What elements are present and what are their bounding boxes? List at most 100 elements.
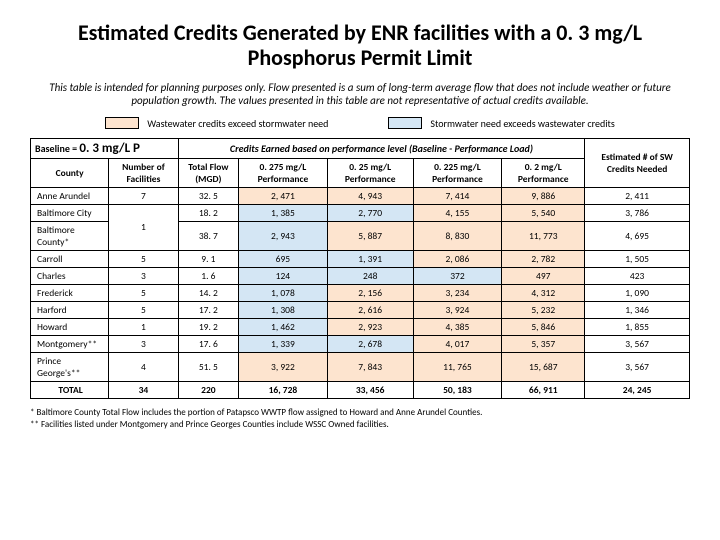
perf3-cell: 2, 086 — [413, 250, 502, 267]
perf1-cell: 1, 078 — [239, 284, 328, 301]
flow-cell: 38. 7 — [178, 221, 238, 250]
legend-swatch-right — [388, 117, 422, 129]
county-cell: Anne Arundel — [31, 187, 109, 204]
sw-cell: 1, 346 — [585, 301, 690, 318]
table-row: Baltimore City118. 21, 3852, 7704, 1555,… — [31, 204, 690, 221]
num-facilities-cell: 5 — [109, 284, 178, 301]
caption: This table is intended for planning purp… — [30, 81, 690, 107]
num-facilities-cell: 7 — [109, 187, 178, 204]
perf2-cell: 2, 156 — [327, 284, 413, 301]
perf1-cell: 1, 339 — [239, 335, 328, 352]
total-p1: 16, 728 — [239, 381, 328, 398]
legend: Wastewater credits exceed stormwater nee… — [30, 117, 690, 130]
perf4-header: 0. 2 mg/L Performance — [502, 158, 585, 187]
num-facilities-cell: 4 — [109, 352, 178, 381]
footnote-1: * Baltimore County Total Flow includes t… — [30, 407, 690, 419]
perf2-cell: 7, 843 — [327, 352, 413, 381]
perf4-cell: 5, 540 — [502, 204, 585, 221]
sw-cell: 3, 786 — [585, 204, 690, 221]
perf1-header: 0. 275 mg/L Performance — [239, 158, 328, 187]
perf2-cell: 248 — [327, 267, 413, 284]
perf3-cell: 4, 155 — [413, 204, 502, 221]
perf4-cell: 11, 773 — [502, 221, 585, 250]
perf1-cell: 2, 943 — [239, 221, 328, 250]
num-facilities-cell: 1 — [109, 318, 178, 335]
county-cell: Baltimore County* — [31, 221, 109, 250]
total-p4: 66, 911 — [502, 381, 585, 398]
baseline-value: 0. 3 mg/L P — [79, 141, 140, 156]
county-cell: Baltimore City — [31, 204, 109, 221]
flow-cell: 1. 6 — [178, 267, 238, 284]
perf4-cell: 5, 357 — [502, 335, 585, 352]
legend-item-right: Stormwater need exceeds wastewater credi… — [388, 117, 614, 130]
legend-label-left: Wastewater credits exceed stormwater nee… — [147, 117, 328, 130]
perf3-cell: 4, 017 — [413, 335, 502, 352]
perf2-cell: 2, 770 — [327, 204, 413, 221]
total-nf: 34 — [109, 381, 178, 398]
num-facilities-cell: 5 — [109, 301, 178, 318]
perf4-cell: 4, 312 — [502, 284, 585, 301]
sw-cell: 3, 567 — [585, 335, 690, 352]
perf2-cell: 5, 887 — [327, 221, 413, 250]
perf1-cell: 124 — [239, 267, 328, 284]
sw-needed-header: Estimated # of SW Credits Needed — [585, 138, 690, 187]
legend-swatch-left — [105, 117, 139, 129]
sw-cell: 2, 411 — [585, 187, 690, 204]
flow-cell: 9. 1 — [178, 250, 238, 267]
num-facilities-cell: 1 — [109, 204, 178, 250]
page-title: Estimated Credits Generated by ENR facil… — [30, 20, 690, 71]
county-cell: Carroll — [31, 250, 109, 267]
perf2-cell: 2, 616 — [327, 301, 413, 318]
total-flow: 220 — [178, 381, 238, 398]
sw-cell: 1, 505 — [585, 250, 690, 267]
perf3-cell: 4, 385 — [413, 318, 502, 335]
county-cell: Prince George's** — [31, 352, 109, 381]
perf4-cell: 9, 886 — [502, 187, 585, 204]
perf1-cell: 1, 462 — [239, 318, 328, 335]
table-row: Anne Arundel732. 52, 4714, 9437, 4149, 8… — [31, 187, 690, 204]
county-cell: Charles — [31, 267, 109, 284]
flow-cell: 32. 5 — [178, 187, 238, 204]
perf3-cell: 11, 765 — [413, 352, 502, 381]
flow-cell: 17. 2 — [178, 301, 238, 318]
perf3-header: 0. 225 mg/L Performance — [413, 158, 502, 187]
perf4-cell: 5, 846 — [502, 318, 585, 335]
county-cell: Frederick — [31, 284, 109, 301]
num-facilities-cell: 5 — [109, 250, 178, 267]
perf4-cell: 497 — [502, 267, 585, 284]
sw-cell: 3, 567 — [585, 352, 690, 381]
num-facilities-cell: 3 — [109, 335, 178, 352]
perf3-cell: 7, 414 — [413, 187, 502, 204]
perf3-cell: 3, 234 — [413, 284, 502, 301]
sw-cell: 423 — [585, 267, 690, 284]
perf1-cell: 1, 385 — [239, 204, 328, 221]
sw-cell: 1, 855 — [585, 318, 690, 335]
flow-cell: 14. 2 — [178, 284, 238, 301]
credits-header: Credits Earned based on performance leve… — [178, 138, 585, 158]
flow-cell: 18. 2 — [178, 204, 238, 221]
legend-label-right: Stormwater need exceeds wastewater credi… — [430, 117, 614, 130]
total-sw: 24, 245 — [585, 381, 690, 398]
total-row: TOTAL3422016, 72833, 45650, 18366, 91124… — [31, 381, 690, 398]
county-cell: Montgomery** — [31, 335, 109, 352]
num-facilities-cell: 3 — [109, 267, 178, 284]
county-cell: Harford — [31, 301, 109, 318]
table-row: Howard119. 21, 4622, 9234, 3855, 8461, 8… — [31, 318, 690, 335]
total-label: TOTAL — [31, 381, 109, 398]
perf3-cell: 372 — [413, 267, 502, 284]
total-p3: 50, 183 — [413, 381, 502, 398]
perf4-cell: 5, 232 — [502, 301, 585, 318]
footnote-2: ** Facilities listed under Montgomery an… — [30, 419, 690, 431]
flow-cell: 51. 5 — [178, 352, 238, 381]
perf1-cell: 3, 922 — [239, 352, 328, 381]
perf4-cell: 2, 782 — [502, 250, 585, 267]
perf4-cell: 15, 687 — [502, 352, 585, 381]
legend-item-left: Wastewater credits exceed stormwater nee… — [105, 117, 328, 130]
perf1-cell: 2, 471 — [239, 187, 328, 204]
perf2-cell: 2, 923 — [327, 318, 413, 335]
table-row: Montgomery**317. 61, 3392, 6784, 0175, 3… — [31, 335, 690, 352]
perf2-cell: 2, 678 — [327, 335, 413, 352]
total-flow-header: Total Flow (MGD) — [178, 158, 238, 187]
table-row: Carroll59. 16951, 3912, 0862, 7821, 505 — [31, 250, 690, 267]
flow-cell: 19. 2 — [178, 318, 238, 335]
